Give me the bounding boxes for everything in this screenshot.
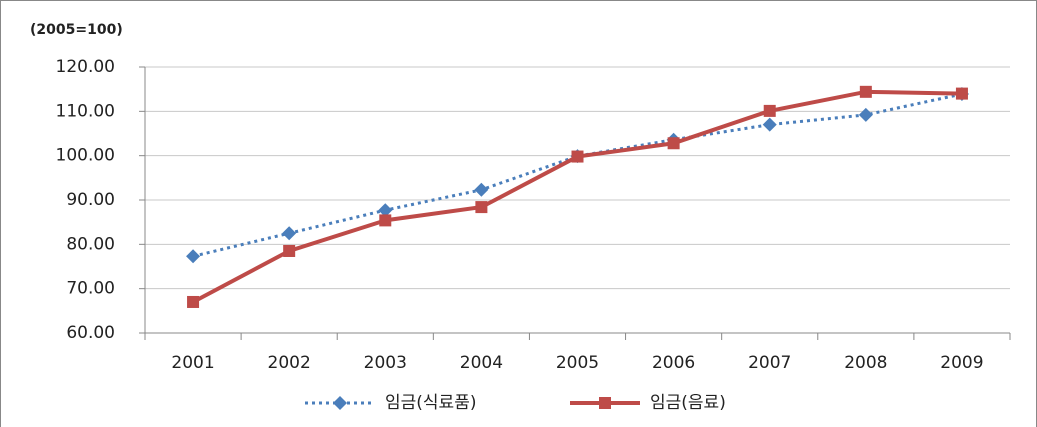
marker <box>571 150 584 163</box>
marker <box>474 182 489 197</box>
legend-marker <box>599 397 611 409</box>
marker <box>283 244 296 257</box>
y-tick-label: 90.00 <box>66 190 115 210</box>
y-axis-label: (2005=100) <box>30 22 123 38</box>
marker <box>858 107 873 122</box>
legend-label: 임금(식료품) <box>385 393 476 413</box>
x-tick-label: 2009 <box>940 353 983 373</box>
y-tick-label: 60.00 <box>66 323 115 343</box>
marker <box>282 226 297 241</box>
marker <box>475 201 488 214</box>
marker <box>667 137 680 150</box>
marker <box>379 214 392 227</box>
x-tick-label: 2008 <box>844 353 887 373</box>
x-tick-label: 2007 <box>748 353 791 373</box>
marker <box>186 249 201 264</box>
x-tick-label: 2001 <box>171 353 214 373</box>
marker <box>763 104 776 117</box>
marker <box>762 117 777 132</box>
series-line <box>192 92 963 258</box>
y-tick-label: 70.00 <box>66 279 115 299</box>
marker <box>859 85 872 98</box>
x-tick-label: 2004 <box>460 353 503 373</box>
marker <box>955 87 968 100</box>
series-line <box>192 89 962 304</box>
y-tick-label: 80.00 <box>66 234 115 254</box>
x-tick-label: 2003 <box>364 353 407 373</box>
marker <box>187 295 200 308</box>
x-tick-label: 2002 <box>268 353 311 373</box>
x-tick-label: 2005 <box>556 353 599 373</box>
y-tick-label: 120.00 <box>56 57 115 77</box>
legend-marker <box>333 396 347 410</box>
y-tick-label: 110.00 <box>56 101 115 121</box>
legend-label: 임금(음료) <box>650 393 726 413</box>
x-tick-label: 2006 <box>652 353 695 373</box>
marker <box>378 203 393 218</box>
y-tick-label: 100.00 <box>56 146 115 166</box>
